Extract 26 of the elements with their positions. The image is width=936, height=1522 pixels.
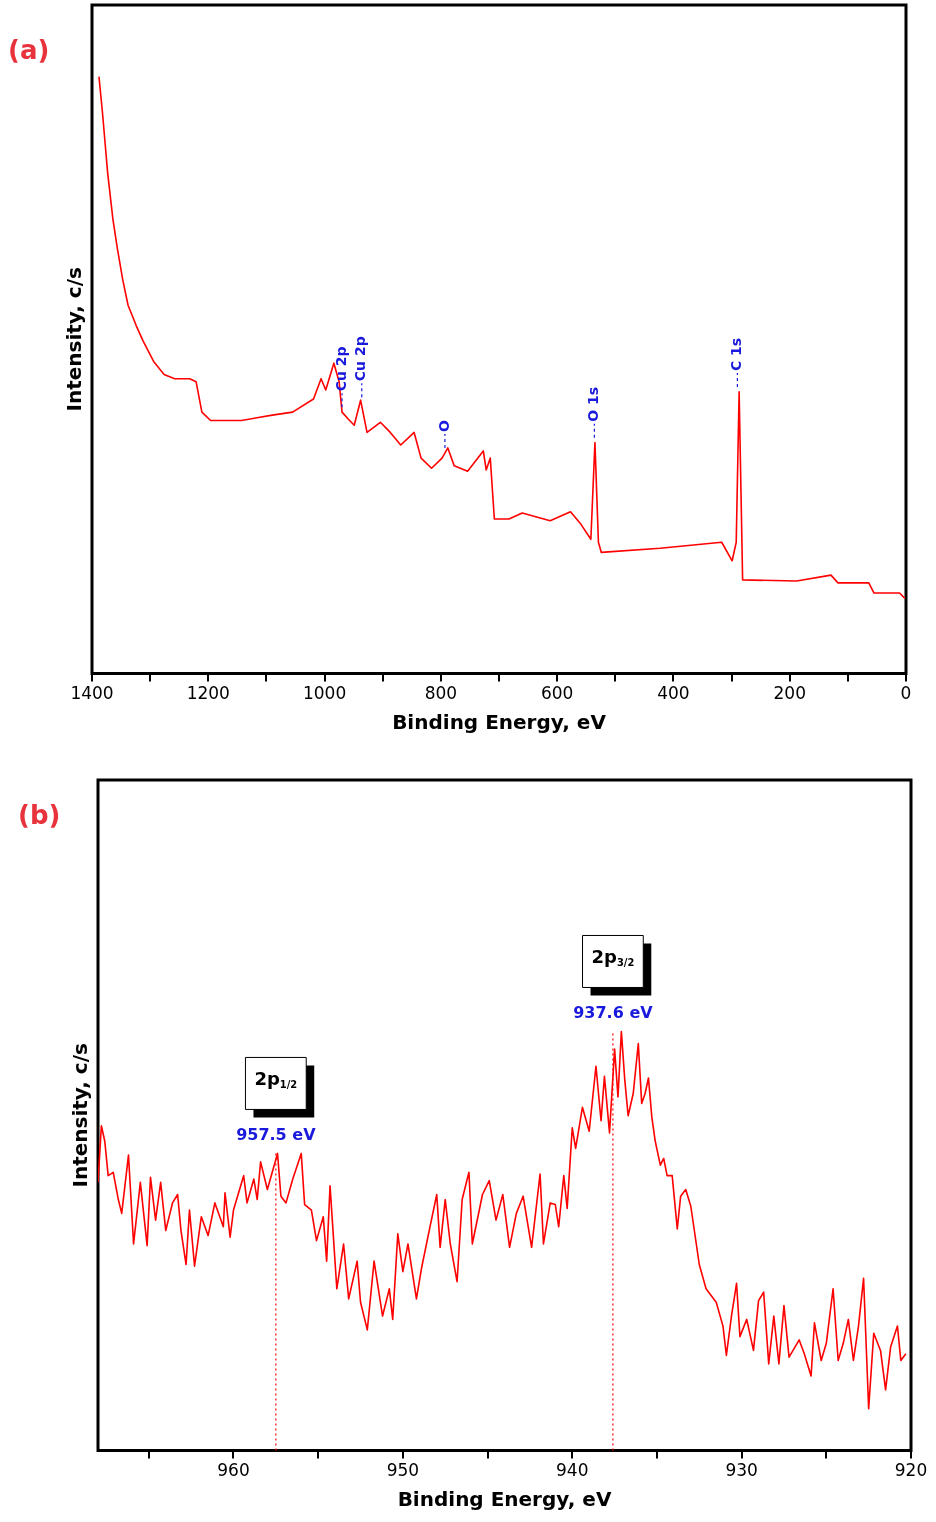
x-tick-label: 930 — [725, 1460, 758, 1481]
x-tick-label: 1400 — [70, 683, 114, 704]
x-axis-title: Binding Energy, eV — [392, 710, 607, 735]
x-tick-label: 1200 — [186, 683, 230, 704]
x-tick-label: 400 — [657, 683, 690, 704]
x-tick-label: 1000 — [302, 683, 347, 704]
chart-title: (a) — [8, 35, 50, 65]
x-tick-label: 940 — [556, 1460, 589, 1481]
annotation: Cu 2p — [332, 346, 349, 392]
annotation: C 1s — [728, 337, 745, 372]
annotation: Cu 2p — [352, 336, 369, 382]
x-axis-title: Binding Energy, eV — [397, 1487, 612, 1512]
x-tick-label: 950 — [386, 1460, 420, 1481]
ref-line-label: 957.5 eV — [236, 1124, 317, 1144]
annotation: O — [435, 419, 452, 432]
y-axis-title: Intensity, c/s — [68, 1043, 93, 1188]
annotation: O 1s — [584, 386, 601, 422]
x-tick-label: 960 — [217, 1460, 250, 1481]
ref-line-label: 937.6 eV — [573, 1002, 654, 1022]
y-axis-title: Intensity, c/s — [62, 267, 87, 412]
x-tick-label: 0 — [900, 683, 912, 704]
x-tick-label: 200 — [773, 683, 806, 704]
x-tick-label: 600 — [540, 683, 574, 704]
chart-title: (b) — [18, 800, 61, 830]
x-tick-label: 920 — [894, 1460, 928, 1481]
x-tick-label: 800 — [424, 683, 458, 704]
